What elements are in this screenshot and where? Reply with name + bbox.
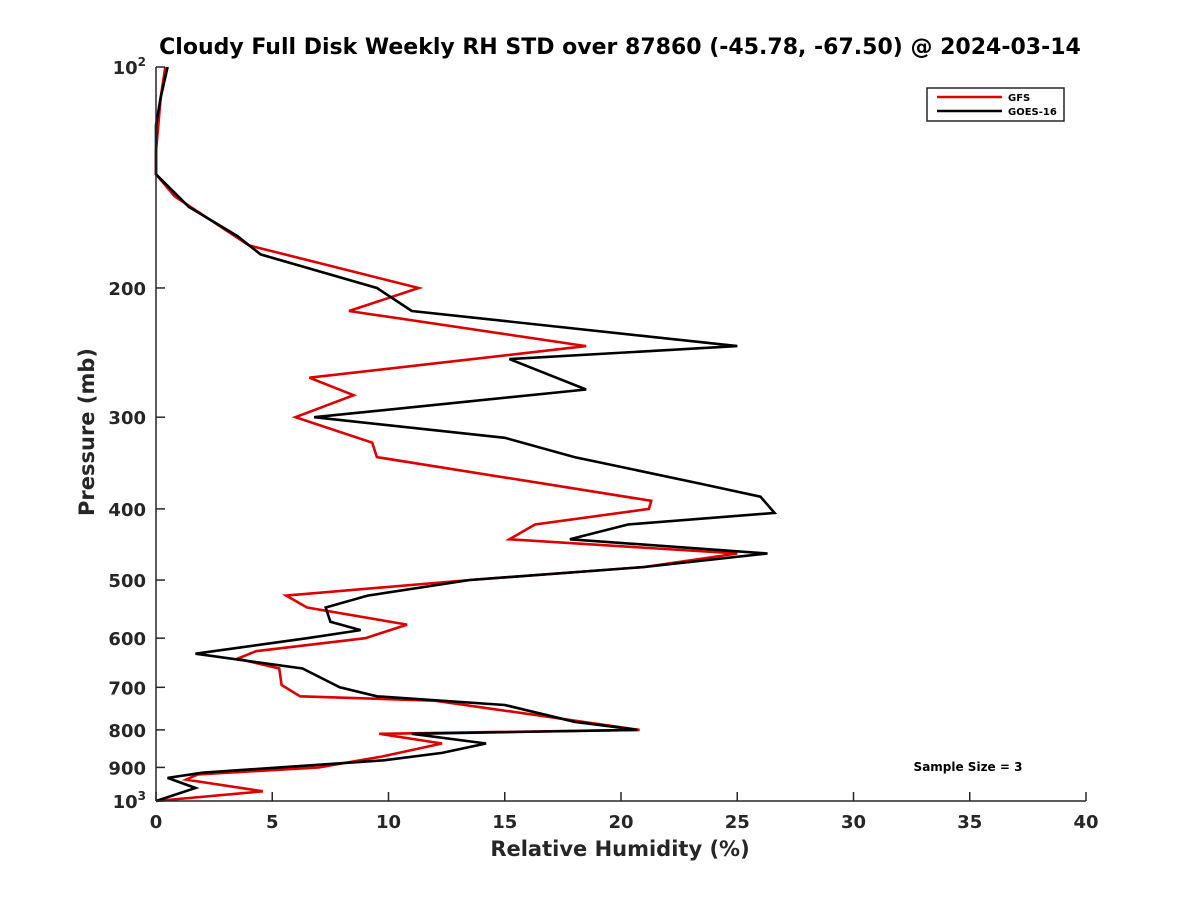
- x-tick-label: 15: [492, 812, 517, 833]
- y-tick-label: 700: [108, 678, 146, 699]
- legend-box: [926, 87, 1065, 122]
- sample-size-annotation: Sample Size = 3: [914, 760, 1023, 774]
- x-tick-label: 10: [376, 812, 401, 833]
- y-tick-label: 500: [108, 571, 146, 592]
- series-line-goes-16: [154, 66, 778, 803]
- y-tick-label: 600: [108, 629, 146, 650]
- y-tick-label: 800: [108, 721, 146, 742]
- y-tick-label: 102: [113, 55, 146, 79]
- legend-label-goes-16: GOES-16: [1008, 107, 1057, 118]
- y-tick-label: 400: [108, 500, 146, 521]
- chart-title: Cloudy Full Disk Weekly RH STD over 8786…: [159, 35, 1081, 60]
- legend-label-gfs: GFS: [1008, 93, 1030, 104]
- y-axis-label: Pressure (mb): [75, 348, 99, 516]
- y-tick-label: 300: [108, 408, 146, 429]
- x-tick-label: 20: [608, 812, 633, 833]
- x-axis-label: Relative Humidity (%): [490, 837, 749, 861]
- x-tick-label: 40: [1073, 812, 1098, 833]
- x-tick-label: 5: [266, 812, 279, 833]
- legend: GFS GOES-16: [926, 87, 1065, 122]
- y-tick-label: 200: [108, 279, 146, 300]
- x-tick-label: 30: [841, 812, 866, 833]
- y-tick-label: 900: [108, 758, 146, 779]
- y-tick-label: 103: [113, 789, 146, 813]
- plot-area: [154, 66, 778, 803]
- x-tick-label: 35: [957, 812, 982, 833]
- x-tick-label: 25: [725, 812, 750, 833]
- series-line-gfs: [154, 66, 738, 803]
- x-tick-label: 0: [150, 812, 163, 833]
- axes: 0 5 10 15 20 25 30 35 40 102 200 300 400 500 600 700 800…: [108, 55, 1098, 833]
